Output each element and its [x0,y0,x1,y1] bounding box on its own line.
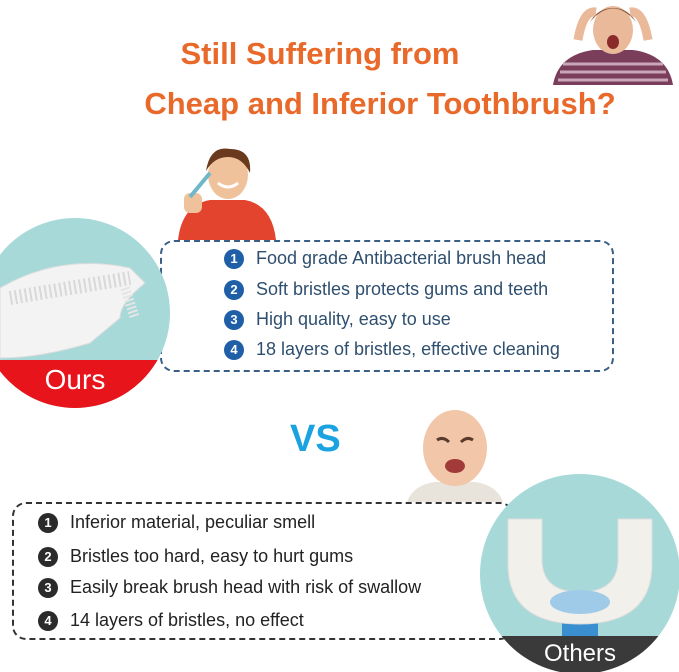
crying-baby-photo [407,410,503,502]
others-feature-4: 4 14 layers of bristles, no effect [38,610,304,631]
others-product-circle: Others [480,474,679,672]
headline-line2: Cheap and Inferior Toothbrush? [144,86,616,121]
feature-text: Inferior material, peculiar smell [70,512,316,532]
feature-text: Easily break brush head with risk of swa… [70,577,422,597]
smiling-boy-photo [178,148,276,240]
number-1-icon: 1 [38,512,58,533]
others-features-box: 1 Inferior material, peculiar smell 2 Bris… [12,502,514,640]
number-2-icon: 2 [224,279,244,300]
feature-text: High quality, easy to use [256,309,451,329]
feature-text: Food grade Antibacterial brush head [256,248,547,268]
vs-label: VS [290,418,341,460]
number-3-icon: 3 [38,577,58,598]
number-3-icon: 3 [224,309,244,330]
others-feature-1: 1 Inferior material, peculiar smell [38,512,315,533]
ours-product-circle: Ours [0,218,170,408]
number-2-icon: 2 [38,546,58,567]
headline-line1: Still Suffering from [180,36,460,71]
ours-feature-1: 1 Food grade Antibacterial brush head [224,248,546,269]
others-label: Others [480,636,679,672]
ours-features-box: 1 Food grade Antibacterial brush head 2 So… [160,240,614,372]
ours-feature-2: 2 Soft bristles protects gums and teeth [224,279,548,300]
feature-text: Soft bristles protects gums and teeth [256,279,549,299]
ours-brush-head-image [0,263,146,359]
stressed-woman-photo [553,6,673,85]
ours-feature-4: 4 18 layers of bristles, effective cleani… [224,339,560,360]
others-feature-2: 2 Bristles too hard, easy to hurt gums [38,546,353,567]
ours-feature-3: 3 High quality, easy to use [224,309,451,330]
feature-text: 14 layers of bristles, no effect [70,610,304,630]
number-4-icon: 4 [38,610,58,631]
feature-text: Bristles too hard, easy to hurt gums [70,546,354,566]
feature-text: 18 layers of bristles, effective cleanin… [256,339,560,359]
ours-label: Ours [0,360,170,408]
number-4-icon: 4 [224,339,244,360]
number-1-icon: 1 [224,248,244,269]
others-feature-3: 3 Easily break brush head with risk of sw… [38,577,421,598]
